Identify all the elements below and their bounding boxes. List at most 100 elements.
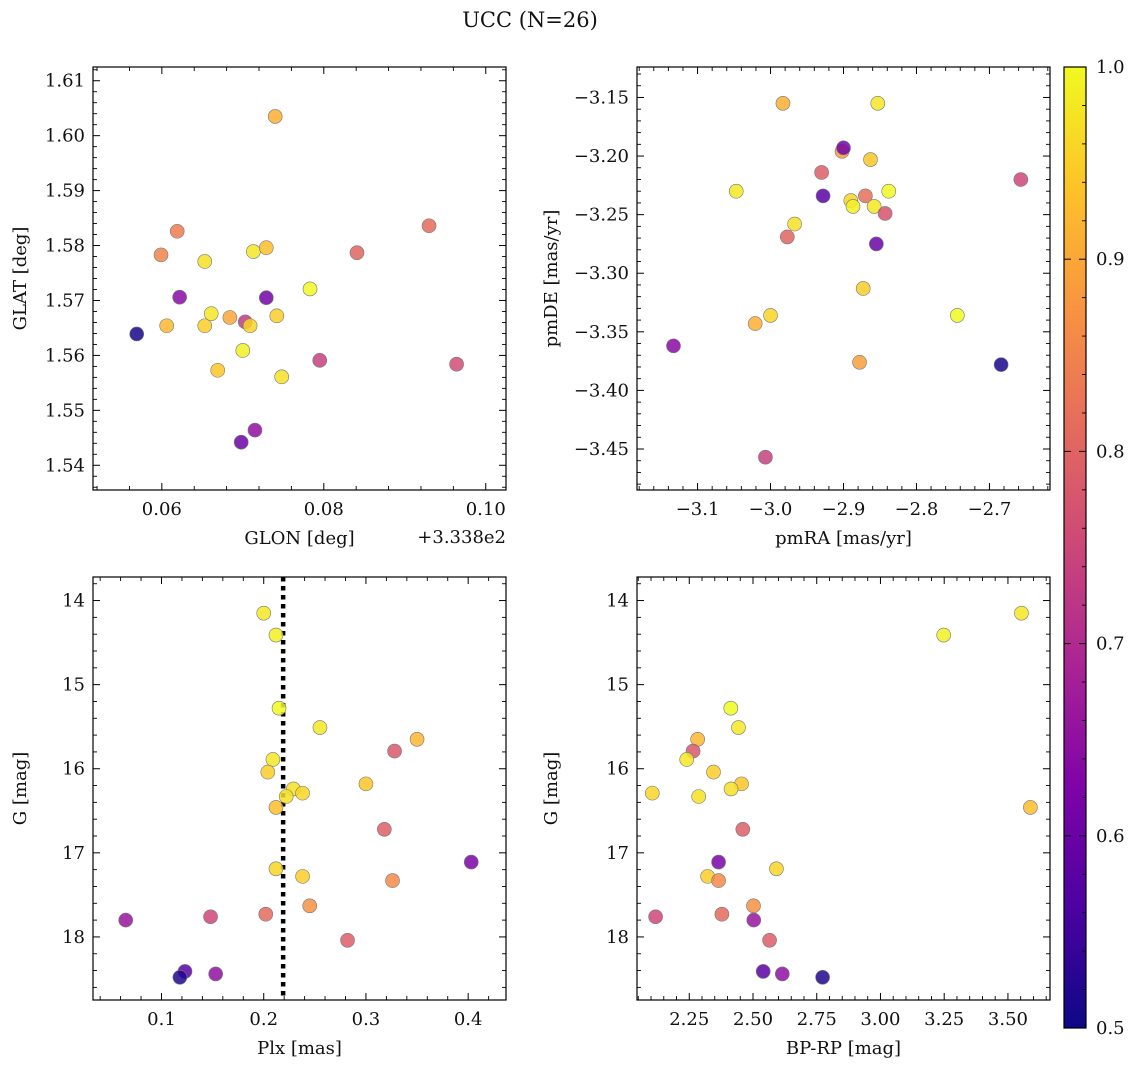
scatter-point <box>714 906 730 922</box>
scatter-point <box>235 343 251 358</box>
scatter-point <box>845 199 861 214</box>
x-tick-label: −2.8 <box>895 499 939 520</box>
scatter-point <box>679 752 695 767</box>
x-axis-label: Plx [mas] <box>257 1038 342 1059</box>
x-tick-label: 2.50 <box>733 1009 773 1030</box>
x-axis-label: pmRA [mas/yr] <box>775 528 912 549</box>
panel-plx-g: 0.1 0.2 0.3 0.4 14 15 16 17 18 Plx [mas] G [mag] <box>10 576 507 1059</box>
scatter-point <box>1014 605 1029 621</box>
x-tick-label: 0.4 <box>454 1009 483 1030</box>
scatter-point <box>858 188 873 204</box>
y-axis-label: GLAT [deg] <box>10 227 31 331</box>
y-tick-label: 14 <box>62 591 85 612</box>
scatter-point <box>881 183 897 199</box>
y-tick-label: 1.54 <box>45 455 85 476</box>
scatter-point <box>387 743 402 759</box>
y-axis-label: pmDE [mas/yr] <box>541 210 562 348</box>
y-tick-label: 14 <box>606 591 629 612</box>
y-tick-label: 15 <box>62 675 85 696</box>
scatter-point <box>246 244 261 259</box>
scatter-point <box>728 183 744 199</box>
y-tick-label: −3.45 <box>574 439 629 460</box>
colorbar-tick-label: 0.5 <box>1096 1018 1125 1039</box>
x-offset-label: +3.338e2 <box>417 527 506 548</box>
x-tick-label: −3.1 <box>676 499 720 520</box>
scatter-point <box>855 281 871 296</box>
scatter-point <box>869 236 884 252</box>
y-tick-label: −3.20 <box>574 146 629 167</box>
scatter-point <box>358 776 374 792</box>
axes-frame <box>92 66 507 491</box>
scatter-point <box>877 206 893 221</box>
scatter-point <box>787 216 802 232</box>
y-tick-label: 1.57 <box>45 290 85 311</box>
scatter-point <box>648 909 663 925</box>
y-tick-label: 1.59 <box>45 181 85 202</box>
scatter-point <box>247 422 263 438</box>
x-tick-label: 0.1 <box>147 1009 176 1030</box>
scatter-point <box>866 199 882 214</box>
scatter-point <box>269 308 285 324</box>
scatter-point <box>203 909 218 925</box>
panel-pmra-pmde: −3.1 −3.0 −2.9 −2.8 −2.7 −3.45 −3.40 −3.35 −3.30… <box>541 66 1051 549</box>
y-tick-label: 1.58 <box>45 236 85 257</box>
scatter-point <box>258 240 274 256</box>
scatter-point <box>274 369 289 385</box>
x-tick-label: −2.9 <box>822 499 866 520</box>
y-tick-label: 18 <box>606 927 629 948</box>
scatter-point <box>278 789 294 804</box>
scatter-point <box>385 873 400 888</box>
scatter-point <box>746 912 762 928</box>
scatter-point <box>409 732 425 747</box>
y-tick-label: 15 <box>606 675 629 696</box>
scatter-point <box>735 821 751 837</box>
scatter-point <box>242 318 258 334</box>
scatter-point <box>775 96 791 111</box>
colorbar-tick-label: 1.0 <box>1096 57 1125 78</box>
scatter-point <box>814 165 829 180</box>
scatter-point <box>836 140 851 156</box>
figure-title: UCC (N=26) <box>462 8 598 32</box>
y-tick-label: −3.35 <box>574 322 629 343</box>
scatter-point <box>295 869 310 884</box>
scatter-point <box>118 912 134 928</box>
axes-frame <box>636 576 1051 1001</box>
scatter-point <box>936 627 951 643</box>
scatter-point <box>746 898 761 914</box>
y-tick-label: 17 <box>606 843 629 864</box>
x-tick-label: 0.2 <box>249 1009 278 1030</box>
colorbar-tick-label: 0.6 <box>1096 826 1125 847</box>
scatter-point <box>153 247 169 263</box>
y-tick-label: 16 <box>62 759 85 780</box>
scatter-point <box>172 969 188 985</box>
scatter-point <box>852 354 867 370</box>
axes-frame <box>92 576 507 1001</box>
scatter-point <box>762 932 777 948</box>
scatter-point <box>950 308 965 323</box>
scatter-point <box>723 781 739 797</box>
scatter-point <box>260 764 276 780</box>
scatter-point <box>233 434 249 450</box>
panel-bprp-g: 2.25 2.50 2.75 3.00 3.25 3.50 14 15 16 17 18 BP-RP … <box>541 576 1051 1059</box>
x-tick-label: 3.50 <box>988 1009 1028 1030</box>
scatter-point <box>463 854 479 870</box>
scatter-point <box>267 109 283 124</box>
scatter-point <box>159 318 174 334</box>
scatter-point <box>706 764 721 780</box>
scatter-point <box>758 449 773 465</box>
scatter-point <box>815 188 831 204</box>
panel-glon-glat: 0.06 0.08 0.10 1.54 1.55 1.56 1.57 1.58 1.59 1.60… <box>10 66 507 549</box>
colorbar-tick-label: 0.7 <box>1096 634 1125 655</box>
y-axis-label: G [mag] <box>541 752 562 825</box>
scatter-point <box>449 356 464 372</box>
scatter-point <box>723 700 739 716</box>
scatter-point <box>197 254 213 269</box>
scatter-point <box>769 861 784 877</box>
scatter-point <box>711 873 726 888</box>
scatter-point <box>222 310 238 325</box>
scatter-point <box>312 720 328 735</box>
y-tick-label: −3.15 <box>574 87 629 108</box>
x-tick-label: 0.3 <box>352 1009 381 1030</box>
scatter-point <box>775 966 790 982</box>
